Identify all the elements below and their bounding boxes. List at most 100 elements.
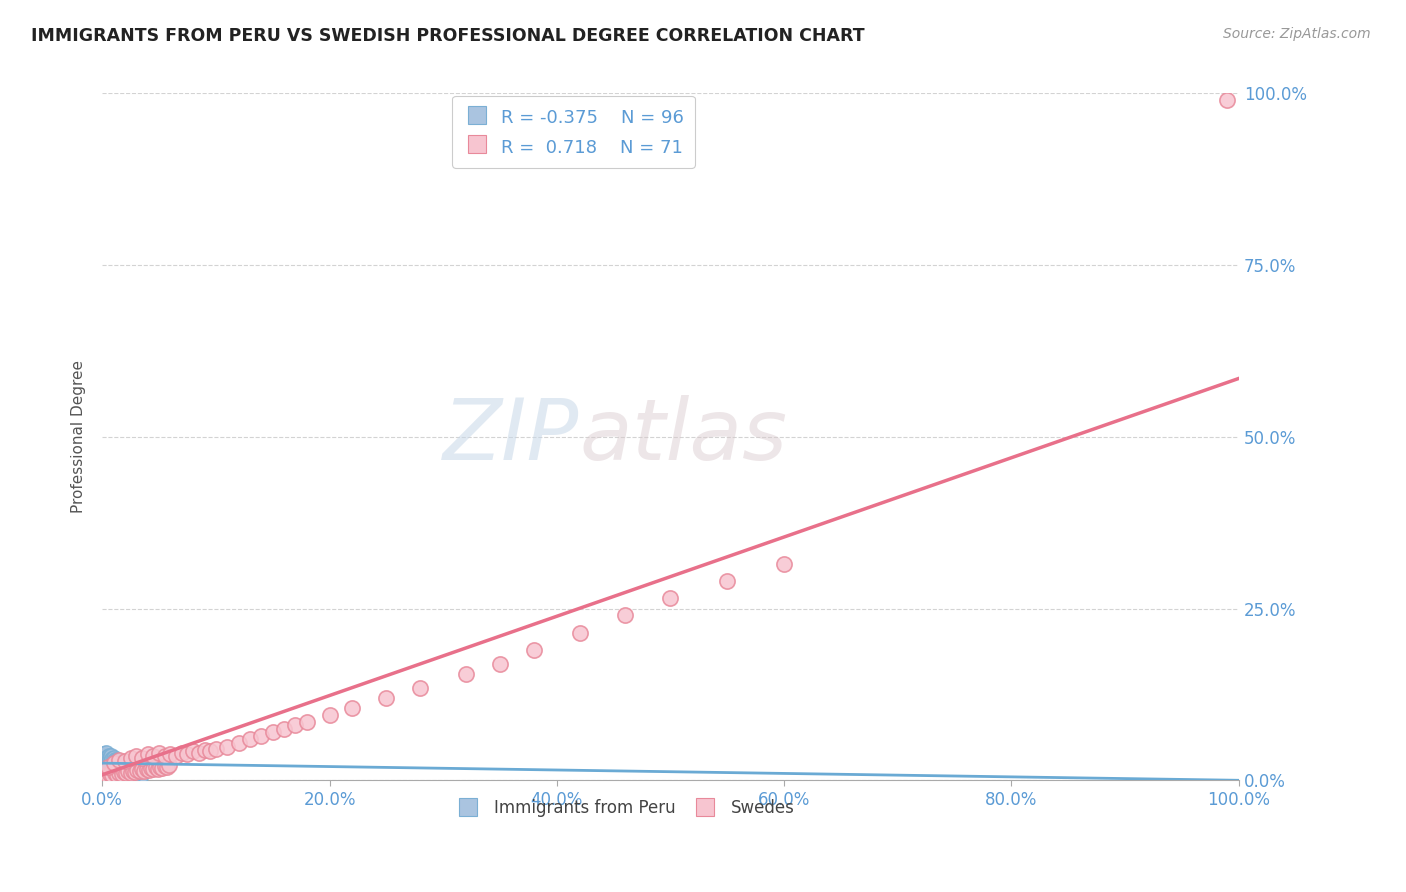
Point xyxy=(94,768,117,782)
Point xyxy=(93,754,115,768)
Point xyxy=(128,764,150,779)
Point xyxy=(146,762,169,776)
Point xyxy=(93,768,115,782)
Point xyxy=(97,750,120,764)
Point xyxy=(120,768,142,782)
Point xyxy=(108,765,131,780)
Point xyxy=(97,769,120,783)
Point xyxy=(105,768,128,782)
Point xyxy=(98,768,121,782)
Point xyxy=(108,768,131,782)
Point xyxy=(454,666,477,681)
Point xyxy=(110,769,132,783)
Y-axis label: Professional Degree: Professional Degree xyxy=(72,360,86,513)
Point xyxy=(104,756,127,771)
Point xyxy=(134,764,156,778)
Point xyxy=(104,767,127,781)
Point xyxy=(153,749,176,764)
Point xyxy=(118,769,141,783)
Point xyxy=(128,770,150,784)
Point xyxy=(98,753,121,767)
Point xyxy=(131,750,153,764)
Point xyxy=(122,768,145,782)
Point xyxy=(375,690,398,705)
Point xyxy=(115,766,138,780)
Point xyxy=(103,756,125,770)
Point xyxy=(121,770,143,784)
Point xyxy=(409,681,432,695)
Point xyxy=(105,756,128,771)
Text: ZIP: ZIP xyxy=(443,395,579,478)
Point xyxy=(170,746,193,760)
Point xyxy=(98,750,121,764)
Point xyxy=(93,770,115,784)
Point xyxy=(94,746,117,760)
Point xyxy=(773,557,796,571)
Point xyxy=(115,768,138,782)
Point xyxy=(139,761,162,775)
Point xyxy=(318,708,340,723)
Point xyxy=(107,758,129,772)
Point xyxy=(97,759,120,773)
Point xyxy=(120,751,142,765)
Point xyxy=(342,701,364,715)
Point xyxy=(101,766,124,780)
Point xyxy=(98,756,121,770)
Point xyxy=(138,763,160,777)
Point xyxy=(228,735,250,749)
Point xyxy=(122,769,145,783)
Point xyxy=(98,765,121,780)
Legend: Immigrants from Peru, Swedes: Immigrants from Peru, Swedes xyxy=(449,792,801,823)
Point xyxy=(101,768,124,782)
Point xyxy=(108,764,131,778)
Point xyxy=(239,732,262,747)
Point xyxy=(114,766,136,780)
Point xyxy=(142,762,165,776)
Point xyxy=(127,768,149,782)
Point xyxy=(149,759,172,773)
Point xyxy=(115,770,138,784)
Point xyxy=(156,760,179,774)
Point xyxy=(100,754,122,768)
Point xyxy=(165,748,187,763)
Point xyxy=(273,722,295,736)
Point xyxy=(111,759,134,773)
Point xyxy=(97,755,120,769)
Point xyxy=(120,766,142,780)
Point xyxy=(103,762,125,776)
Point xyxy=(93,753,115,767)
Point xyxy=(110,765,132,780)
Point xyxy=(112,768,135,782)
Point xyxy=(110,767,132,781)
Point xyxy=(176,747,198,762)
Point xyxy=(262,725,284,739)
Point xyxy=(93,759,115,773)
Point xyxy=(108,756,131,771)
Point xyxy=(93,749,115,764)
Point xyxy=(295,714,318,729)
Point xyxy=(103,768,125,782)
Point xyxy=(117,768,139,782)
Point xyxy=(96,751,118,765)
Point xyxy=(97,767,120,781)
Point xyxy=(148,746,170,760)
Point xyxy=(115,765,138,780)
Point xyxy=(94,766,117,780)
Point xyxy=(118,765,141,780)
Point xyxy=(152,761,174,775)
Point xyxy=(122,764,145,778)
Point xyxy=(716,574,738,588)
Point xyxy=(250,729,273,743)
Point xyxy=(120,765,142,780)
Point xyxy=(217,740,239,755)
Point xyxy=(103,750,125,764)
Point xyxy=(96,763,118,777)
Point xyxy=(198,744,221,758)
Text: Source: ZipAtlas.com: Source: ZipAtlas.com xyxy=(1223,27,1371,41)
Point xyxy=(110,759,132,773)
Point xyxy=(104,766,127,780)
Point xyxy=(284,718,307,732)
Point xyxy=(101,764,124,778)
Point xyxy=(105,768,128,782)
Point xyxy=(98,762,121,776)
